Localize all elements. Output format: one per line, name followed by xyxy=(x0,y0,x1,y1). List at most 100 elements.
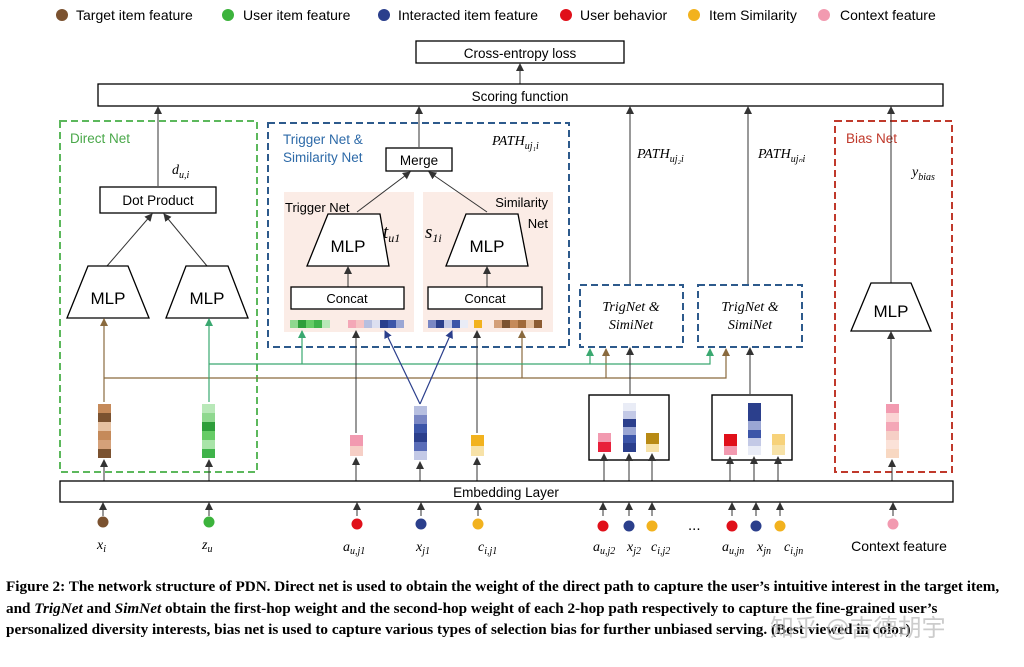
figure-caption: Figure 2: The network structure of PDN. … xyxy=(6,576,1018,641)
legend-dot-item-similarity xyxy=(688,9,700,21)
d-ui-var: d xyxy=(172,163,180,178)
legend-dot-context xyxy=(818,9,830,21)
path2-var: PATH xyxy=(636,147,671,162)
dot-product-label: Dot Product xyxy=(122,193,194,208)
label-x-j2: xj2 xyxy=(626,540,641,557)
trigsimi-box-1-line1: TrigNet & xyxy=(602,300,659,315)
s-1i-label: s1i xyxy=(425,222,442,245)
legend-user-behavior: User behavior xyxy=(580,7,667,23)
trigger-similarity-title-2: Similarity Net xyxy=(283,150,363,165)
trigger-concat-box xyxy=(290,286,405,310)
connectors xyxy=(100,318,754,433)
s-1i-var: s xyxy=(425,222,432,243)
label-a-ujn: au,jn xyxy=(722,540,744,557)
similarity-mlp-label: MLP xyxy=(470,237,505,256)
dot-x-j1 xyxy=(415,518,427,530)
dot-x-jn xyxy=(750,520,762,532)
y-bias-sub: bias xyxy=(918,172,935,183)
dot-x-i xyxy=(97,516,109,528)
dot-product-box xyxy=(99,186,217,214)
trigger-mlp xyxy=(306,213,390,267)
legend-interacted-item: Interacted item feature xyxy=(398,7,538,23)
t-u1-sub: u1 xyxy=(388,231,400,245)
path1-sub: uj₁i xyxy=(525,141,539,152)
embedding-target-item xyxy=(98,404,111,458)
watermark: 知乎 @吉德胡宇 xyxy=(770,614,946,642)
label-z-u: zu xyxy=(201,538,212,555)
s-1i-sub: 1i xyxy=(432,231,441,245)
dot-context xyxy=(887,518,899,530)
cross-entropy-label: Cross-entropy loss xyxy=(464,46,577,61)
path-group-n-embeddings xyxy=(724,403,785,455)
direct-mlp-left xyxy=(66,265,150,319)
arrow-trigger-mlp-to-merge xyxy=(356,171,411,213)
trigsimi-box-1 xyxy=(579,284,684,348)
legend-dot-target-item xyxy=(56,9,68,21)
dot-c-ij1 xyxy=(472,518,484,530)
embedding-user-item xyxy=(202,404,215,458)
trigsimi-box-n xyxy=(697,284,803,348)
navy-to-sim-concat xyxy=(419,330,453,405)
t-u1-label: tu1 xyxy=(383,222,400,245)
dot-a-uj2 xyxy=(597,520,609,532)
bias-net-title: Bias Net xyxy=(846,131,897,146)
caption-trignet: TrigNet xyxy=(34,599,83,617)
merge-box xyxy=(385,147,453,172)
path1-label: PATHuj₁i xyxy=(491,134,539,152)
trigger-similarity-title-1: Trigger Net & xyxy=(283,132,363,147)
trigger-similarity-panel xyxy=(267,122,570,348)
merge-label: Merge xyxy=(400,153,438,168)
bias-mlp xyxy=(850,282,932,332)
label-c-ij2: ci,j2 xyxy=(651,540,670,557)
legend-dot-user-item xyxy=(222,9,234,21)
legend-item-similarity: Item Similarity xyxy=(709,7,797,23)
bias-mlp-label: MLP xyxy=(874,302,909,321)
d-ui-sub: u,i xyxy=(179,170,190,181)
scoring-function-label: Scoring function xyxy=(472,89,569,104)
label-ellipsis: ... xyxy=(688,517,701,534)
pdn-diagram: Target item feature User item feature In… xyxy=(56,7,954,557)
legend-dot-user-behavior xyxy=(560,9,572,21)
dot-z-u xyxy=(203,516,215,528)
label-x-jn: xjn xyxy=(756,540,771,557)
embedding-layer-box xyxy=(59,480,954,503)
direct-mlp-right-label: MLP xyxy=(190,289,225,308)
caption-part-1: Figure 2: The network structure of PDN. … xyxy=(6,578,1000,617)
pathn-sub: ujₙi xyxy=(791,154,806,165)
dot-x-j2 xyxy=(623,520,635,532)
trigger-concat-label: Concat xyxy=(326,291,368,306)
direct-mlp-left-label: MLP xyxy=(91,289,126,308)
legend-user-item: User item feature xyxy=(243,7,351,23)
brown-bus xyxy=(104,348,730,379)
dot-c-ij2 xyxy=(646,520,658,532)
direct-mlp-right xyxy=(165,265,249,319)
caption-part-3: obtain the first-hop weight and the seco… xyxy=(6,599,938,639)
similarity-sublabel-1: Similarity xyxy=(495,195,548,210)
legend-context: Context feature xyxy=(840,7,936,23)
input-labels: xi zu au,j1 xj1 ci,j1 au,j2 xj2 ci,j2 ..… xyxy=(96,517,947,557)
path1-var: PATH xyxy=(491,134,526,149)
navy-to-trigger-concat xyxy=(384,330,421,405)
input-dots xyxy=(97,516,899,532)
y-bias-label: ybias xyxy=(910,165,935,183)
input-arrows xyxy=(99,502,897,516)
trigger-mlp-label: MLP xyxy=(331,237,366,256)
embedding-context xyxy=(886,404,899,458)
dot-a-uj1 xyxy=(351,518,363,530)
embedding-user-behavior xyxy=(350,435,363,456)
caption-siminet: SimNet xyxy=(114,599,162,617)
trigsimi-box-1-line2: SimiNet xyxy=(609,318,654,333)
trigsimi-box-n-line1: TrigNet & xyxy=(721,300,778,315)
label-x-j1: xj1 xyxy=(415,540,430,557)
label-a-uj2: au,j2 xyxy=(593,540,615,557)
path-group-2-embeddings xyxy=(598,403,659,452)
embedding-up-arrows xyxy=(100,453,896,481)
embedding-item-similarity xyxy=(471,435,484,456)
similarity-concat-label: Concat xyxy=(464,291,506,306)
label-context: Context feature xyxy=(851,538,947,554)
t-u1-var: t xyxy=(383,222,389,243)
dot-c-ijn xyxy=(774,520,786,532)
embedding-layer-label: Embedding Layer xyxy=(453,485,559,500)
legend-dot-interacted-item xyxy=(378,9,390,21)
arrow-mlp1-to-dot xyxy=(106,213,153,267)
